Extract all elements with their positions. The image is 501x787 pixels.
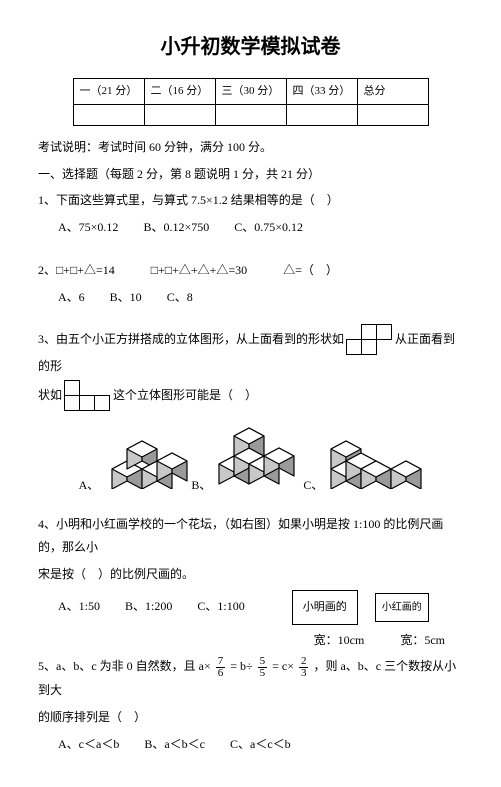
q3-opt-b-label: B、 — [191, 478, 211, 492]
q3-opt-c-label: C、 — [303, 478, 323, 492]
q4-box-ming: 小明画的 — [292, 590, 358, 625]
q2-opt-c: C、8 — [167, 286, 193, 309]
q3-line1: 3、由五个小正方拼搭成的立体图形，从上面看到的形状如 从正面看到的形 — [38, 325, 463, 378]
q4-stem2: 宋是按（ ）的比例尺画的。 — [38, 563, 463, 586]
q3-options-row: A、 B、 — [38, 419, 463, 497]
frac-1: 76 — [216, 656, 226, 679]
top-view-shape — [347, 325, 392, 355]
table-row — [73, 104, 428, 125]
front-view-shape — [65, 381, 110, 411]
q5-opt-a: A、c＜a＜b — [58, 733, 119, 756]
q4-stem1: 4、小明和小红画学校的一个花坛，（如右图）如果小明是按 1:100 的比例尺画的… — [38, 513, 463, 559]
col-3: 三（30 分） — [215, 79, 286, 105]
page-title: 小升初数学模拟试卷 — [38, 28, 463, 66]
exam-note: 考试说明：考试时间 60 分钟，满分 100 分。 — [38, 136, 463, 159]
q5-opt-b: B、a＜b＜c — [144, 733, 205, 756]
col-total: 总分 — [357, 79, 428, 105]
q2-opt-b: B、10 — [110, 286, 142, 309]
col-1: 一（21 分） — [73, 79, 144, 105]
q5-stem: 5、a、b、c 为非 0 自然数，且 a× 76 = b÷ 55 = c× 23… — [38, 655, 463, 702]
q5-stem2: 的顺序排列是（ ） — [38, 706, 463, 729]
q4-opt-a: A、1:50 — [58, 595, 100, 618]
q4-opt-c: C、1:100 — [197, 595, 244, 618]
q1-options: A、75×0.12 B、0.12×750 C、0.75×0.12 — [38, 216, 463, 239]
table-row: 一（21 分） 二（16 分） 三（30 分） 四（33 分） 总分 — [73, 79, 428, 105]
q1-stem: 1、下面这些算式里，与算式 7.5×1.2 结果相等的是（ ） — [38, 189, 463, 212]
q2-opt-a: A、6 — [58, 286, 85, 309]
q4-opt-b: B、1:200 — [125, 595, 172, 618]
frac-3: 23 — [299, 656, 309, 679]
q3-opt-a-label: A、 — [79, 478, 100, 492]
q3-line2: 状如 这个立体图形可能是（ ） — [38, 381, 463, 411]
score-table: 一（21 分） 二（16 分） 三（30 分） 四（33 分） 总分 — [73, 78, 429, 126]
q2-stem: 2、□+□+△=14 □+□+△+△+△=30 △=（ ） — [38, 259, 463, 282]
q2-options: A、6 B、10 C、8 — [38, 286, 463, 309]
cube-figure-a — [102, 419, 188, 489]
col-2: 二（16 分） — [144, 79, 215, 105]
q4-row: A、1:50 B、1:200 C、1:100 小明画的 小红画的 — [38, 590, 463, 625]
q4-widths: 宽：10cm 宽：5cm — [38, 629, 463, 652]
section1-heading: 一、选择题（每题 2 分，第 8 题说明 1 分，共 21 分） — [38, 163, 463, 186]
q1-opt-a: A、75×0.12 — [58, 216, 118, 239]
q5-options: A、c＜a＜b B、a＜b＜c C、a＜c＜b — [38, 733, 463, 756]
q5-opt-c: C、a＜c＜b — [230, 733, 291, 756]
q1-opt-b: B、0.12×750 — [143, 216, 209, 239]
col-4: 四（33 分） — [286, 79, 357, 105]
cube-figure-b — [214, 419, 300, 489]
cube-figure-c — [326, 419, 422, 489]
q4-box-hong: 小红画的 — [375, 593, 429, 622]
frac-2: 55 — [258, 656, 268, 679]
q1-opt-c: C、0.75×0.12 — [234, 216, 303, 239]
